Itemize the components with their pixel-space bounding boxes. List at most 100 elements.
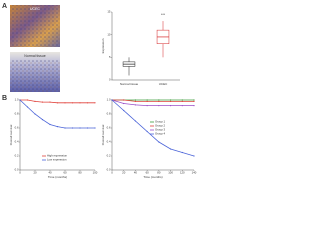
censor-mark [158, 105, 160, 107]
censor-mark [123, 102, 125, 105]
y-tick-label: 0.4 [107, 140, 111, 144]
censor-mark [158, 141, 160, 143]
x-tick-label: 60 [146, 171, 150, 175]
image-label: Normal tissue [24, 54, 45, 58]
x-tick-label: 100 [93, 171, 98, 175]
censor-mark [158, 99, 160, 101]
censor-mark [146, 130, 148, 133]
y-tick-label: 0.8 [107, 112, 111, 116]
y-tick-label: 0.8 [15, 112, 19, 116]
censor-mark [123, 99, 125, 101]
censor-mark [169, 148, 172, 150]
survival-curve [112, 99, 194, 102]
y-tick-label: 1.0 [107, 98, 111, 102]
y-axis-label: Overall survival [101, 124, 105, 145]
x-tick-label: 0 [111, 171, 113, 175]
legend-label: High expression [47, 154, 67, 158]
y-tick-label: 0.2 [15, 154, 19, 158]
annotation: *** [161, 13, 166, 17]
x-tick-label: 0 [19, 171, 21, 175]
y-tick-label: 0.4 [15, 140, 19, 144]
censor-mark [56, 102, 59, 104]
x-tick-label: 40 [48, 171, 52, 175]
censor-mark [49, 101, 51, 103]
censor-mark [146, 99, 148, 101]
censor-mark [71, 127, 74, 129]
censor-mark [134, 104, 137, 106]
x-tick-label: 40 [134, 171, 138, 175]
censor-mark [86, 102, 89, 104]
censor-mark [146, 100, 148, 102]
x-tick-label: 80 [78, 171, 82, 175]
censor-mark [86, 127, 89, 129]
censor-mark [181, 105, 183, 107]
censor-mark [146, 105, 148, 107]
x-tick-label: UCEC [159, 82, 168, 86]
x-axis-label: Time (months) [143, 175, 162, 179]
censor-mark [134, 99, 137, 101]
censor-mark [49, 123, 51, 126]
censor-mark [181, 99, 183, 101]
image-texture [10, 5, 60, 47]
x-axis-label: Time (months) [48, 175, 67, 179]
censor-mark [193, 100, 195, 102]
y-tick-label: 0 [109, 78, 111, 82]
censor-mark [19, 99, 21, 101]
y-tick-label: 0.6 [107, 126, 111, 130]
censor-mark [79, 102, 81, 104]
censor-mark [169, 99, 172, 101]
censor-mark [41, 119, 44, 121]
panel-label: B [2, 95, 7, 102]
censor-mark [26, 99, 29, 101]
censor-mark [64, 102, 66, 104]
censor-mark [64, 127, 66, 129]
y-tick-label: 0.2 [107, 154, 111, 158]
survival-curve [111, 99, 194, 106]
censor-mark [123, 109, 125, 112]
y-tick-label: 0.6 [15, 126, 19, 130]
legend-label: Group 2 [155, 124, 166, 128]
y-axis-label: Expression [101, 38, 105, 53]
censor-mark [181, 100, 183, 102]
censor-mark [169, 100, 172, 102]
censor-mark [26, 106, 29, 108]
y-tick-label: 5 [109, 55, 111, 59]
censor-mark [134, 100, 137, 102]
censor-mark [41, 101, 44, 103]
y-tick-label: 0.0 [107, 168, 111, 172]
figure: A B UCEC Normal tissue 0 5 10 15 Expression N… [2, 3, 197, 179]
censor-mark [111, 99, 113, 101]
x-tick-label: 120 [180, 171, 185, 175]
censor-mark [94, 102, 96, 104]
survival-curve [19, 99, 95, 129]
censor-mark [79, 127, 81, 129]
x-tick-label: 140 [192, 171, 197, 175]
image-label: UCEC [30, 7, 40, 11]
legend-label: Group 1 [155, 120, 166, 124]
y-tick-label: 10 [107, 32, 111, 36]
censor-mark [34, 113, 36, 115]
x-tick-label: 20 [122, 171, 126, 175]
censor-mark [56, 126, 59, 128]
image-texture [10, 60, 60, 92]
censor-mark [94, 127, 96, 129]
y-tick-label: 15 [107, 10, 111, 14]
legend-label: Low expression [47, 158, 67, 162]
y-tick-label: 0.0 [15, 168, 19, 172]
censor-mark [134, 120, 137, 122]
survival-curve [111, 99, 195, 157]
censor-mark [193, 105, 195, 107]
legend-label: Group 4 [155, 132, 166, 136]
x-tick-label: 100 [168, 171, 173, 175]
censor-mark [193, 155, 195, 157]
y-axis-label: Overall survival [9, 124, 13, 145]
censor-mark [193, 99, 195, 101]
censor-mark [169, 105, 172, 107]
x-tick-label: 60 [63, 171, 67, 175]
censor-mark [181, 151, 183, 154]
y-tick-label: 1.0 [15, 98, 19, 102]
legend-label: Group 3 [155, 128, 166, 132]
censor-mark [71, 102, 74, 104]
panel-label: A [2, 3, 7, 10]
censor-mark [158, 100, 160, 102]
